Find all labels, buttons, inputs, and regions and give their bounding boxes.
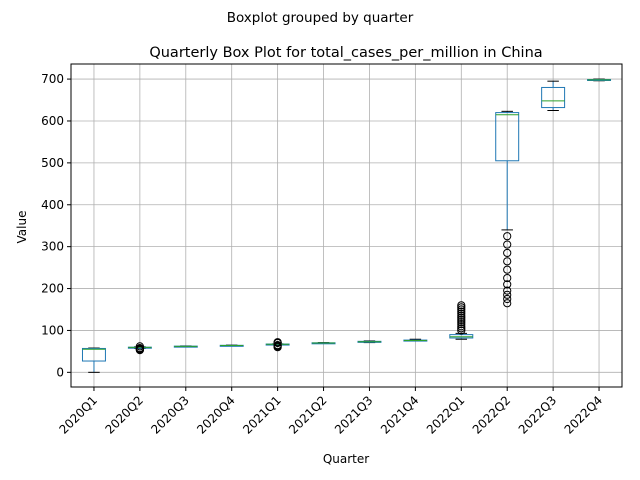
outlier-point (457, 322, 466, 331)
box-2021Q1 (265, 338, 290, 352)
y-tick-label: 600 (41, 114, 64, 128)
outlier-point (503, 257, 512, 266)
outlier-point (457, 313, 466, 322)
outlier-point (503, 240, 512, 249)
outlier-point (503, 299, 512, 308)
outlier-point (457, 309, 466, 318)
outlier-point (457, 301, 466, 310)
outlier-point (503, 232, 512, 241)
box-body (495, 112, 520, 162)
boxes-layer (81, 78, 612, 373)
y-tick-label: 300 (41, 240, 64, 254)
box-2020Q3 (173, 345, 198, 348)
outlier-point (457, 317, 466, 327)
box-2020Q2 (127, 342, 152, 355)
box-2020Q4 (219, 344, 244, 347)
axes-border (70, 63, 623, 388)
x-axis-label: Quarter (323, 452, 369, 466)
box-2022Q2 (495, 110, 520, 308)
box-2022Q1 (449, 301, 474, 340)
y-tick-label: 0 (56, 365, 64, 379)
outlier-point (457, 307, 466, 316)
outlier-point (135, 342, 144, 351)
outlier-point (503, 273, 512, 283)
outlier-point (503, 248, 512, 258)
box-body (541, 86, 566, 109)
box-2020Q1 (81, 347, 106, 373)
figure-suptitle: Boxplot grouped by quarter (227, 10, 414, 26)
outlier-point (457, 315, 466, 325)
y-tick-label: 500 (41, 156, 64, 170)
box-2021Q3 (357, 340, 382, 344)
outlier-point (457, 326, 466, 335)
outlier-point (273, 338, 282, 347)
box-2022Q4 (587, 78, 612, 82)
box-2021Q4 (403, 338, 428, 342)
outlier-point (457, 311, 466, 320)
outlier-point (457, 320, 466, 329)
y-tick-label: 400 (41, 198, 64, 212)
outlier-point (273, 341, 282, 350)
box-2021Q2 (311, 342, 336, 345)
outlier-point (503, 290, 512, 299)
outlier-point (457, 303, 466, 312)
chart-title: Quarterly Box Plot for total_cases_per_m… (149, 45, 542, 61)
y-tick-label: 700 (41, 72, 64, 86)
outlier-point (503, 280, 512, 289)
axes-frame (70, 63, 623, 388)
y-tick-label: 100 (41, 323, 64, 337)
grid-lines (71, 64, 622, 387)
y-tick-label: 200 (41, 282, 64, 296)
outlier-point (457, 324, 466, 333)
outlier-point (503, 294, 512, 304)
y-axis-label: Value (15, 211, 29, 244)
box-2022Q3 (541, 80, 566, 112)
outlier-point (503, 286, 512, 295)
outlier-point (503, 265, 512, 274)
outlier-point (457, 305, 466, 314)
box-body (81, 347, 106, 362)
